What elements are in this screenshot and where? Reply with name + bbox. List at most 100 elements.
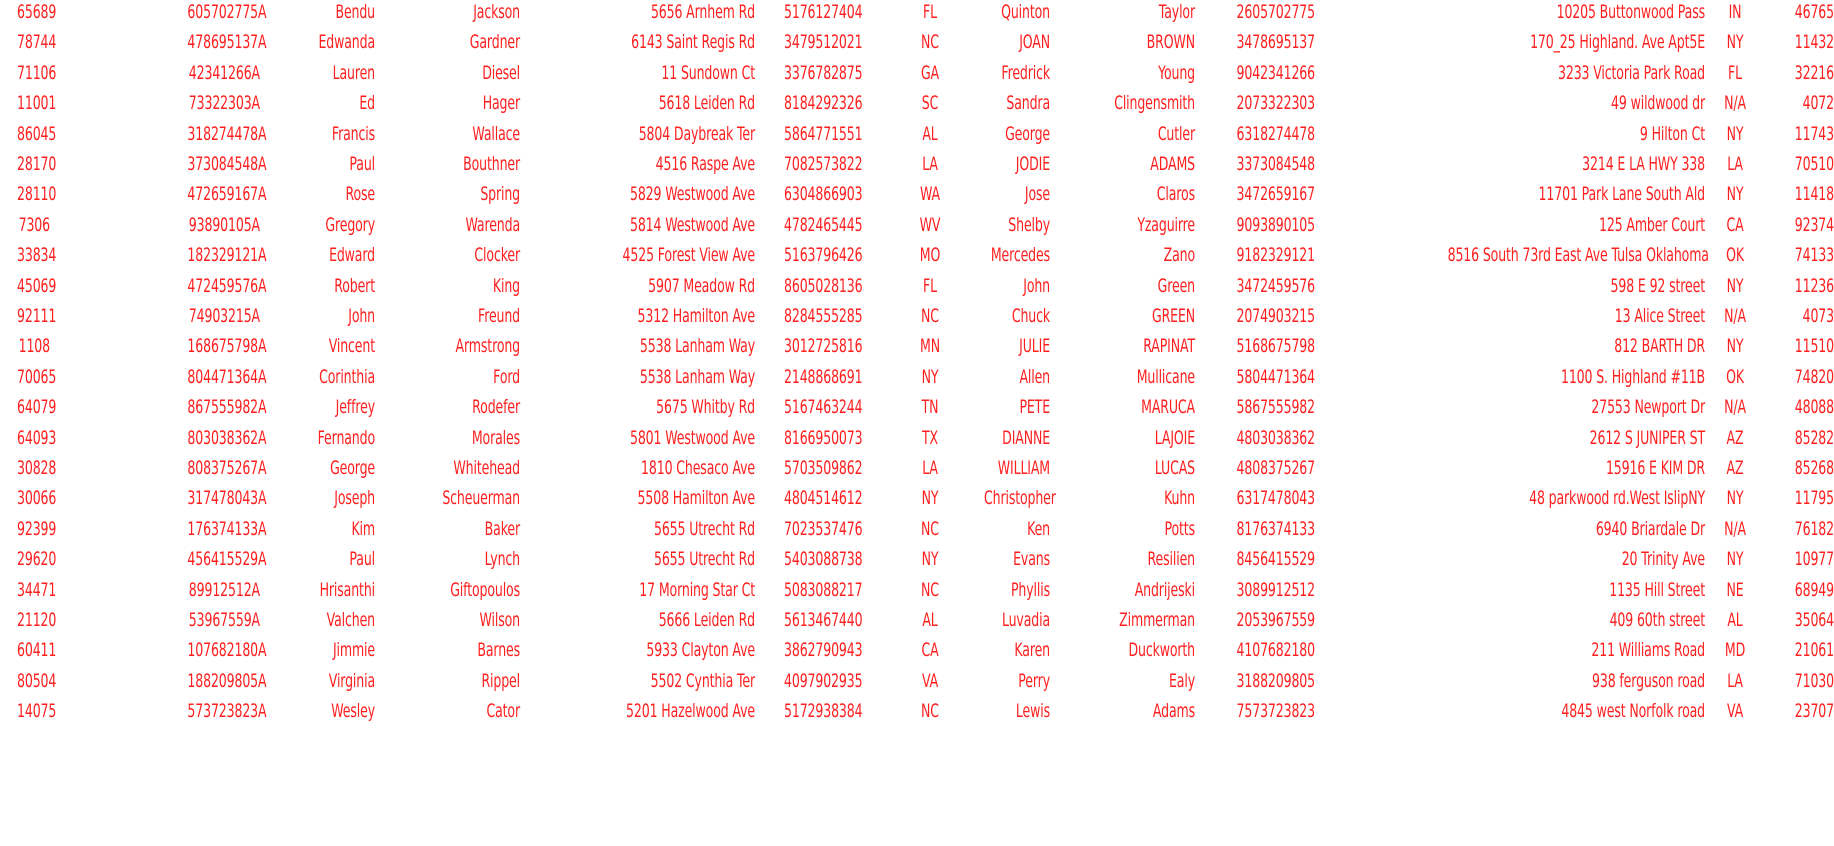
table-row: 45069 472459576A Robert King 5907 Meadow Rd 8…	[0, 268, 1834, 304]
zip-cell: 92399	[17, 517, 57, 540]
contact-state-cell: AL	[1727, 609, 1743, 631]
address-cell: 4525 Forest View Ave	[622, 244, 756, 267]
contact-zip-cell: 71030	[1794, 669, 1834, 692]
contact-zip-cell: 48088	[1794, 396, 1834, 419]
id-cell: 188209805A	[187, 669, 267, 692]
phone-cell: 8605028136	[784, 274, 863, 297]
phone-cell: 2148868691	[784, 365, 863, 388]
address-cell: 5829 Westwood Ave	[629, 183, 755, 206]
contact-address-cell: 6940 Briardale Dr	[1595, 517, 1705, 540]
table-row: 1108 168675798A Vincent Armstrong 5538 Lanha…	[0, 328, 1834, 364]
contact-zip-cell: 76182	[1794, 517, 1834, 540]
contact-address-cell: 49 wildwood dr	[1611, 92, 1705, 115]
contact-zip-cell: 21061	[1794, 639, 1834, 662]
contact-zip-cell: 92374	[1794, 213, 1834, 236]
contact-state-cell: NY	[1726, 31, 1744, 54]
id-cell: 808375267A	[187, 457, 267, 479]
contact-zip-cell: 74133	[1794, 244, 1834, 267]
state-cell: AL	[922, 609, 938, 631]
contact-last-name-cell: MARUCA	[1141, 396, 1195, 419]
contact-first-name-cell: Karen	[1014, 639, 1050, 662]
contact-address-cell: 11701 Park Lane South Ald	[1538, 183, 1706, 206]
first-name-cell: Jeffrey	[335, 396, 375, 419]
table-row: 86045 318274478A Francis Wallace 5804 Daybre…	[0, 116, 1834, 152]
phone-cell: 4097902935	[784, 669, 863, 692]
zip-cell: 64079	[17, 396, 57, 419]
first-name-cell: Edward	[329, 244, 375, 267]
table-row: 30066 317478043A Joseph Scheuerman 5508 Hami…	[0, 480, 1834, 516]
table-row: 70065 804471364A Corinthia Ford 5538 Lanham …	[0, 359, 1834, 395]
state-cell: VA	[921, 669, 939, 692]
id-cell: 472459576A	[187, 274, 267, 297]
contact-state-cell: MD	[1724, 639, 1746, 662]
contact-first-name-cell: Phyllis	[1010, 578, 1050, 601]
contact-address-cell: 13 Alice Street	[1614, 305, 1705, 327]
contact-first-name-cell: Mercedes	[990, 244, 1050, 267]
id-cell: 53967559A	[188, 609, 260, 631]
contact-address-cell: 4845 west Norfolk road	[1561, 700, 1705, 723]
contact-state-cell: N/A	[1724, 396, 1746, 419]
contact-phone-cell: 3472659167	[1236, 183, 1316, 206]
phone-cell: 5163796426	[784, 244, 863, 267]
id-cell: 107682180A	[187, 639, 267, 662]
contact-state-cell: OK	[1726, 365, 1744, 388]
contact-address-cell: 9 Hilton Ct	[1639, 122, 1705, 145]
zip-cell: 92111	[17, 305, 57, 327]
zip-cell: 78744	[17, 31, 57, 54]
state-cell: FL	[923, 274, 937, 297]
state-cell: MN	[920, 335, 940, 358]
state-cell: TX	[921, 426, 938, 449]
phone-cell: 5864771551	[784, 122, 863, 145]
contact-last-name-cell: Andrijeski	[1134, 578, 1195, 601]
contact-phone-cell: 5867555982	[1236, 396, 1316, 419]
state-cell: FL	[923, 1, 937, 23]
contact-last-name-cell: Kuhn	[1164, 487, 1195, 510]
contact-state-cell: AZ	[1726, 457, 1744, 479]
contact-phone-cell: 3478695137	[1236, 31, 1316, 54]
contact-address-cell: 15916 E KIM DR	[1605, 457, 1705, 479]
first-name-cell: George	[330, 457, 375, 479]
id-cell: 74903215A	[188, 305, 260, 327]
first-name-cell: Kim	[351, 517, 375, 540]
contact-last-name-cell: ADAMS	[1150, 153, 1195, 175]
contact-first-name-cell: George	[1005, 122, 1050, 145]
state-cell: NC	[921, 517, 939, 540]
state-cell: NC	[921, 305, 939, 327]
contact-zip-cell: 68949	[1794, 578, 1834, 601]
id-cell: 182329121A	[187, 244, 267, 267]
zip-cell: 34471	[17, 578, 57, 601]
first-name-cell: Rose	[345, 183, 375, 206]
phone-cell: 5613467440	[784, 609, 863, 631]
address-cell: 5312 Hamilton Ave	[637, 305, 756, 327]
contact-address-cell: 8516 South 73rd East Ave Tulsa Oklahoma	[1447, 244, 1709, 267]
contact-address-cell: 20 Trinity Ave	[1621, 548, 1705, 571]
contact-zip-cell: 85268	[1794, 457, 1834, 479]
contact-phone-cell: 9042341266	[1236, 61, 1316, 84]
phone-cell: 5176127404	[784, 1, 863, 23]
last-name-cell: Whitehead	[453, 457, 520, 479]
zip-cell: 30828	[17, 457, 57, 479]
last-name-cell: Rodefer	[472, 396, 520, 419]
address-cell: 5655 Utrecht Rd	[653, 517, 755, 540]
contact-phone-cell: 4107682180	[1236, 639, 1316, 662]
zip-cell: 86045	[17, 122, 57, 145]
last-name-cell: Armstrong	[455, 335, 521, 358]
contact-state-cell: NE	[1726, 578, 1744, 601]
phone-cell: 7082573822	[784, 153, 863, 175]
first-name-cell: Vincent	[328, 335, 375, 358]
contact-first-name-cell: Chuck	[1011, 305, 1050, 327]
contact-first-name-cell: Fredrick	[1001, 61, 1050, 84]
contact-last-name-cell: GREEN	[1151, 305, 1195, 327]
id-cell: 93890105A	[188, 213, 260, 236]
contact-phone-cell: 6317478043	[1236, 487, 1316, 510]
state-cell: WV	[919, 213, 941, 236]
contact-state-cell: FL	[1728, 61, 1742, 84]
id-cell: 456415529A	[187, 548, 267, 571]
id-cell: 605702775A	[187, 1, 267, 23]
contact-phone-cell: 4808375267	[1236, 457, 1316, 479]
first-name-cell: Wesley	[331, 700, 375, 723]
contact-zip-cell: 11432	[1794, 31, 1834, 54]
address-cell: 6143 Saint Regis Rd	[631, 31, 755, 54]
table-row: 71106 42341266A Lauren Diesel 11 Sundown Ct 3…	[0, 55, 1834, 91]
table-row: 21120 53967559A Valchen Wilson 5666 Leiden R…	[0, 602, 1834, 638]
